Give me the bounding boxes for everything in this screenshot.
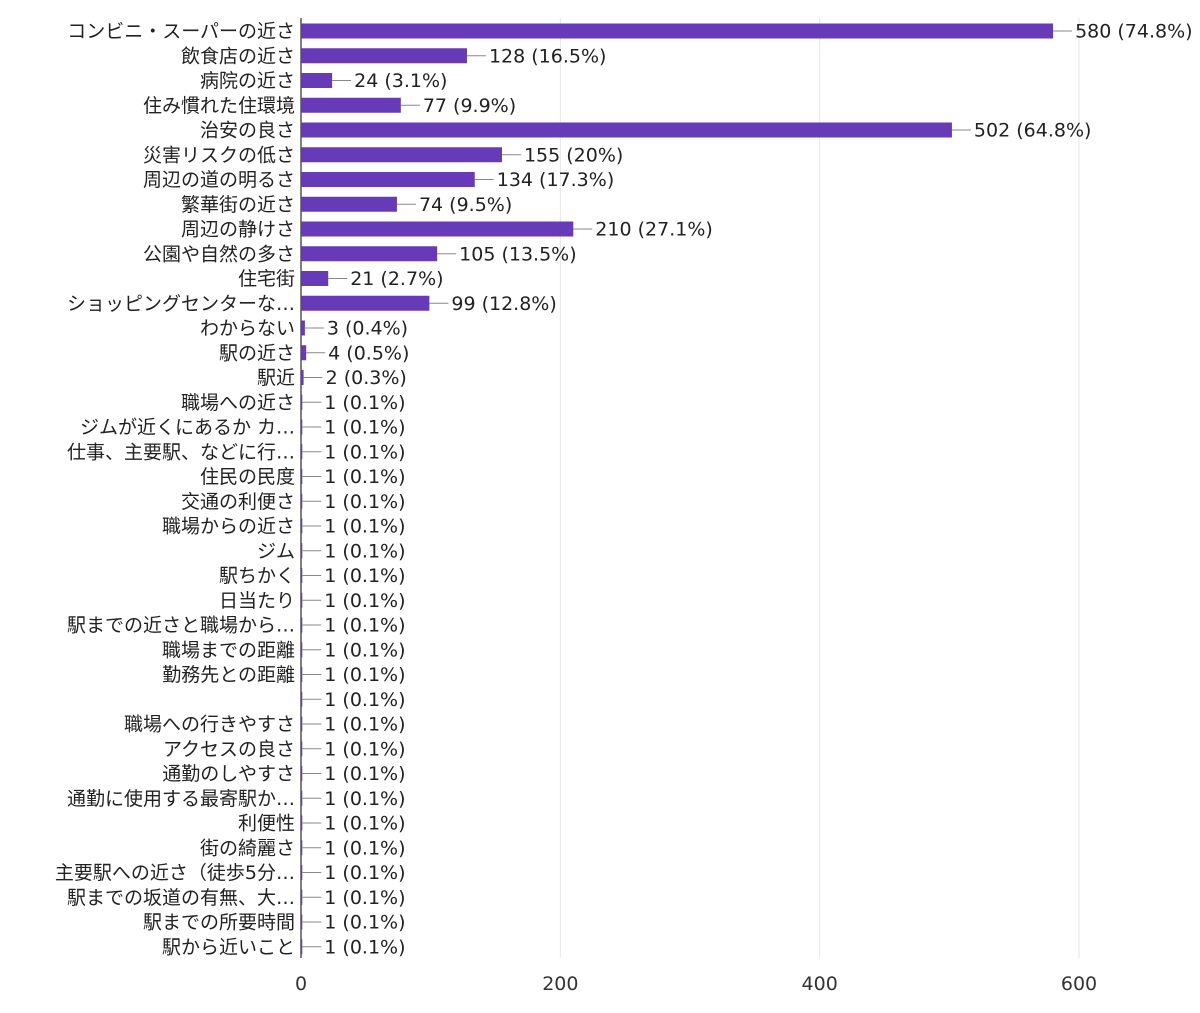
category-label: ショッピングセンターな… — [67, 293, 295, 315]
category-label: 交通の利便さ — [181, 491, 295, 513]
bar — [301, 23, 1054, 39]
data-label: 1 (0.1%) — [324, 540, 405, 562]
category-label: 主要駅への近さ（徒歩5分… — [55, 862, 295, 884]
data-label: 1 (0.1%) — [324, 392, 405, 414]
x-tick-label: 400 — [802, 973, 838, 995]
category-label: 駅までの近さと職場から… — [67, 615, 295, 637]
data-label: 1 (0.1%) — [324, 565, 405, 587]
data-label: 1 (0.1%) — [324, 516, 405, 538]
data-label: 1 (0.1%) — [324, 417, 405, 439]
bar — [301, 345, 307, 361]
x-gridlines — [559, 18, 1080, 958]
bar — [301, 221, 574, 237]
data-label: 128 (16.5%) — [489, 45, 607, 67]
category-label: 病院の近さ — [200, 70, 295, 92]
x-tick-label: 200 — [542, 973, 578, 995]
category-label: 通勤に使用する最寄駅か… — [67, 788, 295, 810]
category-label: 災害リスクの低さ — [143, 144, 295, 166]
category-label: 駅までの所要時間 — [143, 912, 295, 934]
category-label: 公園や自然の多さ — [143, 243, 295, 265]
data-label: 502 (64.8%) — [974, 120, 1092, 142]
data-label: 210 (27.1%) — [595, 219, 713, 241]
data-label: 1 (0.1%) — [324, 441, 405, 463]
category-label: 駅近 — [257, 367, 295, 389]
category-label: 周辺の道の明るさ — [143, 169, 295, 191]
data-label: 2 (0.3%) — [326, 367, 407, 389]
category-label: わからない — [200, 318, 295, 340]
category-label: 住み慣れた住環境 — [143, 95, 295, 117]
data-label: 99 (12.8%) — [451, 293, 556, 315]
category-label: 住宅街 — [238, 268, 295, 290]
bar — [301, 370, 304, 385]
data-label: 1 (0.1%) — [324, 615, 405, 637]
data-label: 1 (0.1%) — [324, 639, 405, 661]
category-label: 駅ちかく — [219, 565, 295, 587]
category-label: 飲食店の近さ — [181, 45, 295, 67]
category-label: 駅から近いこと — [162, 936, 295, 958]
data-label: 21 (2.7%) — [350, 268, 443, 290]
category-label: ジム — [257, 540, 295, 562]
category-label: 利便性 — [238, 813, 295, 835]
data-label: 1 (0.1%) — [324, 738, 405, 760]
category-label: 周辺の静けさ — [181, 219, 295, 241]
data-label: 24 (3.1%) — [354, 70, 447, 92]
category-label: 街の綺麗さ — [200, 837, 295, 859]
data-label: 105 (13.5%) — [459, 243, 577, 265]
category-label: 職場への近さ — [181, 392, 295, 414]
x-tick-label: 0 — [295, 973, 307, 995]
data-label: 155 (20%) — [524, 144, 623, 166]
data-label: 1 (0.1%) — [324, 912, 405, 934]
category-label: 駅までの坂道の有無、大… — [67, 887, 295, 909]
data-label: 77 (9.9%) — [423, 95, 516, 117]
category-label: 職場への行きやすさ — [124, 714, 295, 736]
bar — [301, 172, 475, 187]
data-label: 134 (17.3%) — [497, 169, 614, 191]
category-label: 職場までの距離 — [162, 639, 295, 661]
bar — [301, 246, 438, 262]
category-label: 住民の民度 — [200, 466, 295, 488]
bar — [301, 73, 333, 88]
category-label: ジムが近くにあるか カ… — [80, 417, 295, 439]
data-label: 3 (0.4%) — [327, 318, 408, 340]
bars-group — [301, 23, 1073, 955]
bar — [301, 122, 952, 138]
category-label: アクセスの良さ — [163, 738, 295, 760]
category-label: 日当たり — [219, 590, 295, 612]
data-label: 1 (0.1%) — [324, 714, 405, 736]
data-label: 1 (0.1%) — [324, 837, 405, 859]
data-label: 1 (0.1%) — [324, 862, 405, 884]
bar — [301, 320, 305, 336]
category-label: 通勤のしやすさ — [162, 763, 295, 785]
bar — [301, 147, 502, 163]
data-label: 1 (0.1%) — [324, 813, 405, 835]
data-label: 1 (0.1%) — [324, 664, 405, 686]
data-label: 1 (0.1%) — [324, 689, 405, 711]
data-label: 1 (0.1%) — [324, 887, 405, 909]
category-label: 職場からの近さ — [162, 516, 295, 538]
bar — [301, 295, 430, 311]
data-label: 1 (0.1%) — [324, 466, 405, 488]
data-label: 1 (0.1%) — [324, 590, 405, 612]
category-label: 仕事、主要駅、などに行… — [67, 441, 295, 463]
data-label: 74 (9.5%) — [419, 194, 512, 216]
category-label: コンビニ・スーパーの近さ — [67, 21, 295, 43]
data-label: 1 (0.1%) — [324, 936, 405, 958]
category-label: 治安の良さ — [200, 120, 295, 142]
bar — [301, 48, 467, 64]
category-label: 駅の近さ — [219, 342, 295, 364]
bar — [301, 271, 329, 286]
category-label: 勤務先との距離 — [162, 664, 295, 686]
bar — [301, 97, 401, 113]
category-label: 繁華街の近さ — [181, 194, 295, 216]
data-label: 1 (0.1%) — [324, 788, 405, 810]
data-label: 580 (74.8%) — [1075, 21, 1193, 43]
data-label: 1 (0.1%) — [324, 763, 405, 785]
data-label: 4 (0.5%) — [328, 342, 409, 364]
bar — [301, 196, 397, 212]
data-label: 1 (0.1%) — [324, 491, 405, 513]
x-tick-label: 600 — [1061, 973, 1097, 995]
